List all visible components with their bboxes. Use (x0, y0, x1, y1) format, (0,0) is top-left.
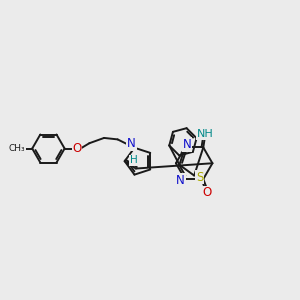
Text: N: N (127, 137, 136, 150)
Text: S: S (196, 170, 203, 184)
Text: N: N (176, 174, 185, 187)
Text: NH: NH (196, 130, 213, 140)
Text: O: O (72, 142, 82, 155)
Text: O: O (203, 186, 212, 200)
Text: H: H (130, 155, 137, 165)
Text: CH₃: CH₃ (9, 144, 25, 153)
Text: N: N (183, 138, 192, 151)
